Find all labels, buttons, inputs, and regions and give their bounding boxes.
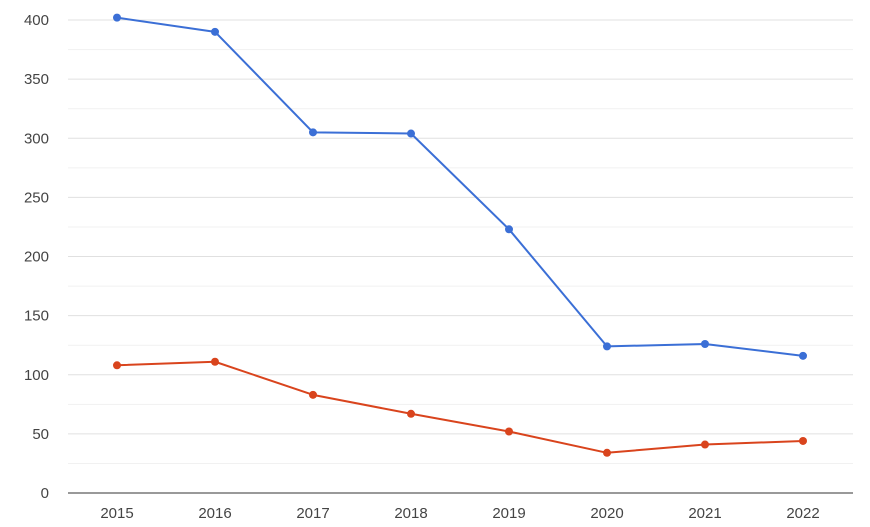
series-1-point[interactable]	[701, 340, 709, 349]
x-tick-label: 2019	[492, 505, 525, 522]
series-1-point[interactable]	[603, 342, 611, 351]
x-tick-label: 2018	[394, 505, 427, 522]
series-2-point[interactable]	[407, 409, 415, 418]
y-axis-tick-labels: 0 50 100 150 200 250 300 350 400	[24, 12, 49, 502]
series-2-point[interactable]	[211, 357, 219, 366]
y-tick-label: 400	[24, 12, 49, 29]
series-1-point[interactable]	[407, 129, 415, 138]
series-1-point[interactable]	[799, 351, 807, 360]
y-tick-label: 150	[24, 308, 49, 325]
x-tick-label: 2017	[296, 505, 329, 522]
y-tick-label: 250	[24, 189, 49, 206]
x-tick-label: 2015	[100, 505, 133, 522]
y-tick-label: 100	[24, 367, 49, 384]
series-1-point[interactable]	[505, 225, 513, 234]
series-2-point[interactable]	[505, 427, 513, 436]
series-2-point[interactable]	[309, 390, 317, 399]
x-axis-tick-labels: 2015 2016 2017 2018 2019 2020 2021 2022	[100, 505, 819, 522]
y-tick-label: 50	[32, 426, 49, 443]
grid-lines	[68, 19, 853, 464]
series-2-line	[116, 360, 804, 454]
series-1-point[interactable]	[113, 13, 121, 22]
y-tick-label: 200	[24, 249, 49, 266]
series-2-point[interactable]	[113, 361, 121, 370]
y-tick-label: 350	[24, 71, 49, 88]
x-tick-label: 2016	[198, 505, 231, 522]
y-tick-label: 300	[24, 130, 49, 147]
series-1	[113, 13, 807, 360]
series-1-point[interactable]	[211, 27, 219, 36]
series-2-point[interactable]	[603, 448, 611, 457]
series-2	[113, 357, 807, 457]
y-tick-label: 0	[41, 485, 49, 502]
x-tick-label: 2020	[590, 505, 623, 522]
x-tick-label: 2021	[688, 505, 721, 522]
x-tick-label: 2022	[786, 505, 819, 522]
series-1-line	[116, 16, 804, 357]
series-1-point[interactable]	[309, 128, 317, 137]
series-2-point[interactable]	[701, 440, 709, 449]
series-lines	[113, 13, 807, 457]
series-2-point[interactable]	[799, 436, 807, 445]
